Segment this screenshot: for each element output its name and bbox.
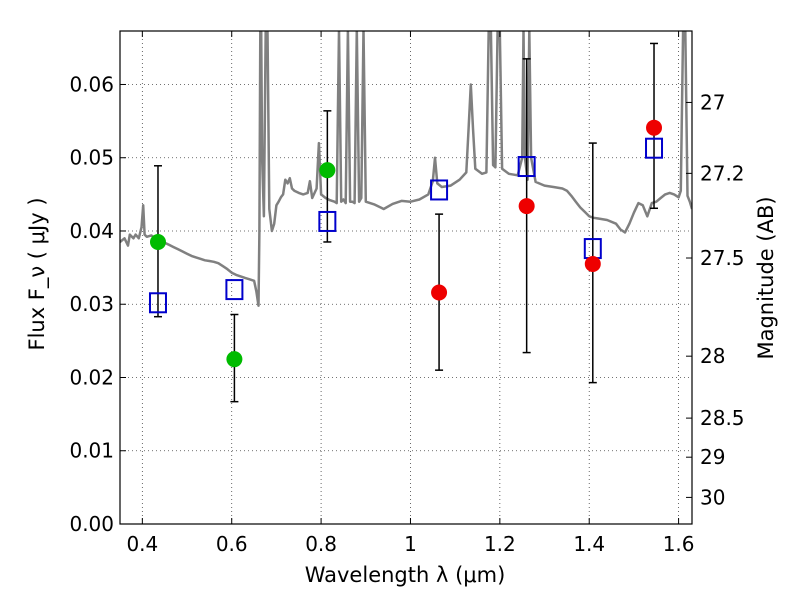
x-tick-label: 1.6 xyxy=(663,532,695,556)
model-photometry-square xyxy=(148,292,167,314)
x-tick-label: 0.6 xyxy=(216,532,248,556)
model-photometry-square xyxy=(517,156,536,178)
x-tick-label: 1.2 xyxy=(484,532,516,556)
y2-tick-label: 30 xyxy=(700,485,725,509)
y2-tick-label: 28.5 xyxy=(700,406,745,430)
model-photometry-square xyxy=(318,210,337,232)
y-tick-label: 0.01 xyxy=(69,439,114,463)
grid xyxy=(120,31,692,524)
x-tick-label: 0.4 xyxy=(126,532,158,556)
y-tick-label: 0.06 xyxy=(69,72,114,96)
observed-point-green xyxy=(149,233,166,250)
y-tick-label: 0.05 xyxy=(69,146,114,170)
y-axis-label: Flux F_ν ( μJy ) xyxy=(25,197,50,350)
y2-tick-label: 29 xyxy=(700,445,725,469)
y2-axis-label: Magnitude (AB) xyxy=(754,196,778,359)
model-photometry-square xyxy=(645,137,664,159)
y2-tick-label: 27.5 xyxy=(700,246,745,270)
observed-point-green xyxy=(226,351,243,368)
model-photometry-square xyxy=(430,179,449,201)
observed-point-red xyxy=(431,284,448,301)
y2-tick-label: 27 xyxy=(700,90,725,114)
y-tick-label: 0.00 xyxy=(69,512,114,536)
x-tick-label: 1.4 xyxy=(573,532,605,556)
model-spectrum-line xyxy=(120,31,692,307)
x-tick-label: 1 xyxy=(404,532,417,556)
data-points-layer xyxy=(148,119,664,368)
y-tick-label: 0.04 xyxy=(69,219,114,243)
observed-point-red xyxy=(646,119,663,136)
x-axis-label: Wavelength λ (μm) xyxy=(305,563,506,587)
y2-tick-label: 27.2 xyxy=(700,161,745,185)
x-tick-label: 0.8 xyxy=(305,532,337,556)
plot-frame xyxy=(119,30,693,525)
y-tick-label: 0.02 xyxy=(69,365,114,389)
observed-point-red xyxy=(518,198,535,215)
y2-tick-label: 28 xyxy=(700,344,725,368)
model-spectrum-layer xyxy=(120,31,692,307)
y-tick-label: 0.03 xyxy=(69,292,114,316)
model-photometry-square xyxy=(225,279,244,301)
axis-ticks: 0.4 0.6 0.8 1 1.2 1.4 1.6 0.00 0.01 0.02 0.03 0.04 0… xyxy=(69,31,745,556)
observed-point-red xyxy=(584,255,601,272)
observed-point-green xyxy=(319,162,336,179)
